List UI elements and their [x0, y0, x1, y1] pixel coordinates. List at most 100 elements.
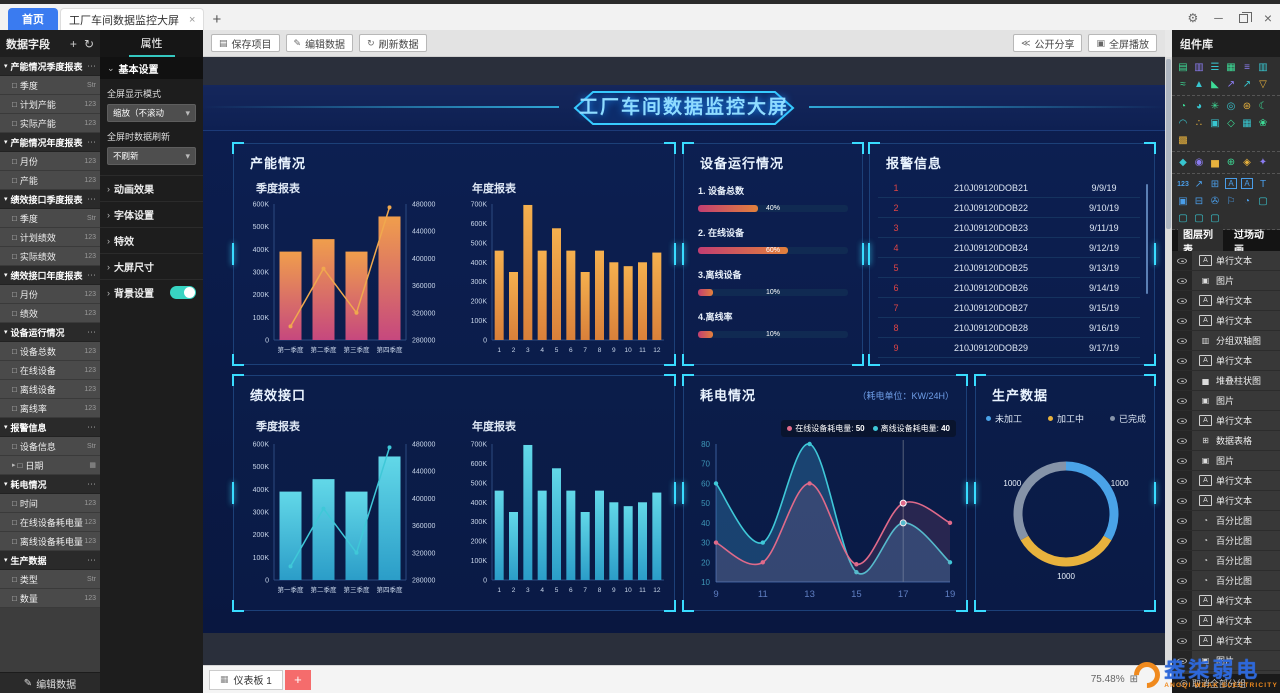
- treemap-icon[interactable]: ▦: [1242, 118, 1252, 129]
- eye-icon[interactable]: [1177, 617, 1187, 624]
- field-item[interactable]: □ 月份 123: [0, 285, 100, 304]
- group-menu-icon[interactable]: ⋯: [87, 60, 96, 71]
- checkbox-icon[interactable]: □: [12, 365, 17, 375]
- performance-annual-chart[interactable]: 700K 600K 500K 400K 300K 200K 100K 0 1 2 3 4 5 6 7 8 9 10…: [456, 434, 672, 607]
- save-project-button[interactable]: ▤ 保存项目: [211, 34, 280, 52]
- puzzle-icon[interactable]: ✦: [1258, 157, 1268, 168]
- layer-item[interactable]: ▣ 图片: [1172, 451, 1280, 471]
- textbox-icon[interactable]: A: [1241, 178, 1253, 189]
- visibility-cell[interactable]: [1172, 431, 1192, 450]
- number-123-icon[interactable]: 123: [1177, 181, 1189, 188]
- field-item[interactable]: □ 计划产能 123: [0, 95, 100, 114]
- field-group[interactable]: ▾ 绩效接口季度报表 ⋯: [0, 190, 100, 209]
- layer-item[interactable]: A 单行文本: [1172, 471, 1280, 491]
- panel-performance[interactable]: 绩效接口 季度报表 年度报表 600K 500K 400K 300K 200K 100K 0…: [232, 374, 676, 612]
- new-tab-button[interactable]: +: [212, 11, 222, 28]
- field-group[interactable]: ▾ 耗电情况 ⋯: [0, 475, 100, 494]
- visibility-cell[interactable]: [1172, 491, 1192, 510]
- tab-close-icon[interactable]: ×: [189, 13, 196, 26]
- fit-screen-icon[interactable]: ⊞: [1129, 674, 1138, 685]
- checkbox-icon[interactable]: □: [17, 460, 23, 470]
- layer-item[interactable]: ◔ 百分比图: [1172, 571, 1280, 591]
- field-item[interactable]: □ 绩效 123: [0, 304, 100, 323]
- refresh-fields-icon[interactable]: ↻: [83, 36, 94, 51]
- alarm-table-scrollbar[interactable]: [1146, 184, 1148, 294]
- panel-device-status[interactable]: 设备运行情况 1. 设备总数 40% 2. 在线设备 60% 3.离线设备 10% 4.离线…: [682, 142, 864, 366]
- visibility-cell[interactable]: [1172, 351, 1192, 370]
- hexagon-chart-icon[interactable]: ◇: [1227, 118, 1235, 129]
- donut-chart-icon[interactable]: ◕: [1195, 101, 1203, 112]
- edit-data-button[interactable]: ✎ 编辑数据: [0, 672, 100, 693]
- eye-icon[interactable]: [1177, 497, 1187, 504]
- tab-过场动画[interactable]: 过场动画: [1234, 229, 1264, 256]
- pie-chart-icon[interactable]: ◔: [1179, 101, 1187, 112]
- tab-properties[interactable]: 属性: [128, 30, 175, 57]
- layer-item[interactable]: A 单行文本: [1172, 291, 1280, 311]
- field-item[interactable]: □ 在线设备耗电量 123: [0, 513, 100, 532]
- ungroup-all-action[interactable]: ◎ 取消全部分组: [1172, 674, 1280, 693]
- text-icon[interactable]: T: [1259, 179, 1267, 190]
- checkbox-icon[interactable]: □: [12, 403, 17, 413]
- heatmap-icon[interactable]: ▩: [1178, 135, 1188, 146]
- eye-icon[interactable]: [1177, 517, 1187, 524]
- dashboard-tab[interactable]: ▦ 仪表板 1: [209, 669, 283, 690]
- fullscreen-play-button[interactable]: ▣ 全屏播放: [1088, 34, 1157, 52]
- combo-chart2-icon[interactable]: ↗: [1242, 79, 1252, 90]
- performance-quarterly-chart[interactable]: 600K 500K 400K 300K 200K 100K 0 480000 440000 400…: [238, 434, 454, 607]
- group-menu-icon[interactable]: ⋯: [87, 326, 96, 337]
- panel-alarm[interactable]: 报警信息 1 210J09120DOB21 9/9/19 2 210J09120DOB2…: [868, 142, 1156, 366]
- power-line-chart[interactable]: 80 70 60 50 40 30 20 10 9 11 13 15 17 19: [690, 408, 962, 611]
- field-item[interactable]: □ 离线设备耗电量 123: [0, 532, 100, 551]
- checkbox-icon[interactable]: □: [12, 118, 17, 128]
- layer-item[interactable]: ◔ 百分比图: [1172, 531, 1280, 551]
- layer-item[interactable]: A 单行文本: [1172, 491, 1280, 511]
- group-menu-icon[interactable]: ⋯: [87, 554, 96, 565]
- capacity-quarterly-chart[interactable]: 600K 500K 400K 300K 200K 100K 0 480000 440000 400…: [238, 194, 454, 367]
- visibility-cell[interactable]: [1172, 371, 1192, 390]
- visibility-cell[interactable]: [1172, 331, 1192, 350]
- production-donut-chart[interactable]: 1000 1000 1000: [986, 438, 1146, 595]
- eye-icon[interactable]: [1177, 417, 1187, 424]
- fullscreen-refresh-select[interactable]: 不刷新 ▾: [107, 147, 196, 165]
- trend-icon[interactable]: ↗: [1194, 179, 1204, 190]
- edit-data-toolbar-button[interactable]: ✎ 编辑数据: [285, 34, 354, 52]
- legend-item[interactable]: 已完成: [1109, 412, 1146, 425]
- clock-icon[interactable]: ◔: [1243, 196, 1251, 207]
- checkbox-icon[interactable]: □: [12, 175, 17, 185]
- dashboard-canvas[interactable]: 工厂车间数据监控大屏 产能情况 季度报表 年度报表 600K 500K 400K 30…: [203, 57, 1165, 665]
- group-menu-icon[interactable]: ⋯: [87, 478, 96, 489]
- visibility-cell[interactable]: [1172, 271, 1192, 290]
- checkbox-icon[interactable]: □: [12, 289, 17, 299]
- cube-icon[interactable]: ◈: [1243, 157, 1251, 168]
- checkbox-icon[interactable]: □: [12, 574, 17, 584]
- layer-item[interactable]: A 单行文本: [1172, 611, 1280, 631]
- column-chart-icon[interactable]: ▥: [1194, 62, 1204, 73]
- expand-icon[interactable]: ▸: [12, 462, 16, 469]
- visibility-cell[interactable]: [1172, 531, 1192, 550]
- zoom-indicator[interactable]: 75.48% ⊞: [1090, 674, 1138, 685]
- grouped-column-icon[interactable]: ▥: [1258, 62, 1268, 73]
- field-item[interactable]: □ 类型 Str: [0, 570, 100, 589]
- visibility-cell[interactable]: [1172, 591, 1192, 610]
- flag-icon[interactable]: ⚐: [1226, 196, 1236, 207]
- eye-icon[interactable]: [1177, 477, 1187, 484]
- scrollbar-thumb[interactable]: [1166, 59, 1171, 229]
- checkbox-icon[interactable]: □: [12, 536, 17, 546]
- eye-icon[interactable]: [1177, 537, 1187, 544]
- checkbox-icon[interactable]: □: [12, 384, 17, 394]
- checkbox-icon[interactable]: □: [12, 232, 17, 242]
- legend-item[interactable]: 加工中: [1047, 412, 1084, 425]
- photo-frame-icon[interactable]: ▣: [1210, 118, 1220, 129]
- eye-icon[interactable]: [1177, 657, 1187, 664]
- checkbox-icon[interactable]: □: [12, 156, 17, 166]
- eye-icon[interactable]: [1177, 257, 1187, 264]
- eye-icon[interactable]: [1177, 277, 1187, 284]
- checkbox-icon[interactable]: □: [12, 517, 17, 527]
- capacity-annual-chart[interactable]: 700K 600K 500K 400K 300K 200K 100K 0 1 2 3 4 5 6 7 8 9 10…: [456, 194, 672, 367]
- field-item[interactable]: □ 月份 123: [0, 152, 100, 171]
- add-dashboard-button[interactable]: +: [284, 669, 311, 690]
- area-chart-icon[interactable]: ▲: [1194, 79, 1204, 90]
- section-basic-settings[interactable]: ⌄ 基本设置: [100, 57, 203, 79]
- visibility-cell[interactable]: [1172, 391, 1192, 410]
- panel-production[interactable]: 生产数据 未加工 加工中 已完成 1000 1000 1000: [974, 374, 1156, 612]
